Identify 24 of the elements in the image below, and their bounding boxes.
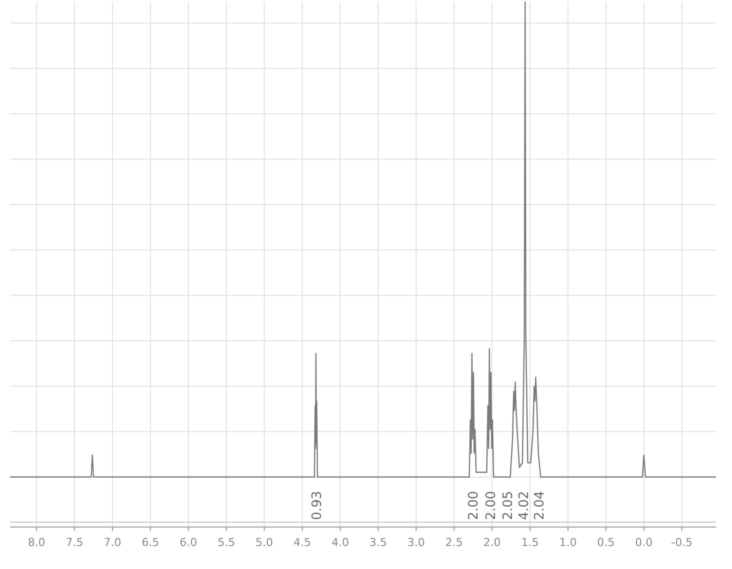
annotation: 0.93 (310, 491, 325, 520)
x-tick-label: -0.5 (671, 536, 693, 549)
x-tick-label: 5.0 (256, 536, 274, 549)
annotation: 2.00 (484, 491, 499, 520)
x-tick-label: 7.0 (104, 536, 122, 549)
x-tick-label: 0.0 (635, 536, 653, 549)
x-tick-label: 5.5 (218, 536, 236, 549)
annotation: 2.00 (466, 491, 482, 520)
x-tick-label: 1.0 (559, 536, 577, 549)
x-tick-label: 4.5 (294, 536, 312, 549)
x-tick-label: 0.5 (597, 536, 615, 549)
x-tick-label: 2.5 (445, 536, 463, 549)
x-tick-label: 6.5 (142, 536, 160, 549)
x-tick-label: 6.0 (180, 536, 198, 549)
x-tick-label: 7.5 (66, 536, 84, 549)
x-tick-label: 3.0 (407, 536, 425, 549)
x-tick-label: 4.0 (331, 536, 349, 549)
annotation: 2.04 (532, 491, 548, 520)
x-tick-label: 3.5 (369, 536, 387, 549)
x-tick-label: 1.5 (521, 536, 539, 549)
x-tick-label: 2.0 (483, 536, 501, 549)
annotation: 2.05 (501, 491, 516, 520)
text: 4.02 (516, 491, 532, 520)
x-tick-label: 8.0 (28, 536, 46, 549)
